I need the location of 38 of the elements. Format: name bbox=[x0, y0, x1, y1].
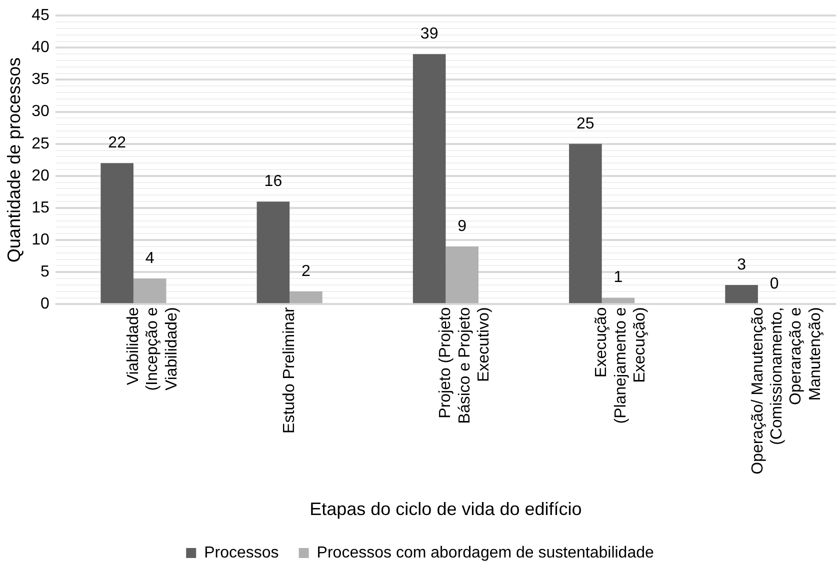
x-axis-title: Etapas do ciclo de vida do edifício bbox=[310, 499, 582, 520]
data-label: 25 bbox=[576, 115, 594, 132]
data-label: 2 bbox=[302, 262, 311, 280]
bar bbox=[290, 291, 322, 304]
bar bbox=[100, 163, 134, 304]
data-label: 0 bbox=[770, 276, 779, 293]
x-tick-label: Projeto (Projeto Básico e Projeto Executivo) bbox=[437, 307, 493, 424]
y-tick-label: 15 bbox=[32, 199, 50, 216]
y-tick-label: 30 bbox=[32, 103, 50, 120]
bar bbox=[446, 246, 478, 304]
bar bbox=[412, 54, 446, 304]
x-tick-label: Viabilidade (Incepção e Viabilidade) bbox=[124, 307, 180, 391]
legend-label: Processos com abordagem de sustentabilidade bbox=[316, 544, 654, 562]
y-tick-label: 35 bbox=[32, 71, 50, 88]
data-label: 4 bbox=[145, 250, 154, 267]
data-label: 22 bbox=[108, 134, 126, 152]
legend-label: Processos bbox=[204, 544, 279, 562]
y-tick-label: 45 bbox=[32, 7, 50, 24]
y-tick-label: 25 bbox=[32, 135, 50, 152]
y-axis-title: Quantidade de processos bbox=[4, 57, 24, 262]
y-tick-label: 40 bbox=[32, 39, 50, 56]
data-label: 39 bbox=[420, 25, 438, 42]
data-label: 1 bbox=[614, 269, 623, 286]
data-label: 3 bbox=[737, 256, 746, 274]
x-tick-label: Execução (Planejamento e Execução) bbox=[593, 307, 649, 424]
y-tick-label: 5 bbox=[40, 264, 50, 281]
bar bbox=[569, 144, 602, 304]
bar bbox=[256, 202, 290, 304]
x-tick-label: Operação/ Manutenção (Comissionamento, Operaração e Manutenção) bbox=[749, 307, 824, 474]
bar bbox=[602, 298, 635, 304]
bar bbox=[133, 278, 166, 304]
y-tick-label: 20 bbox=[32, 167, 50, 184]
y-tick-label: 10 bbox=[32, 231, 50, 248]
data-label: 9 bbox=[458, 218, 467, 235]
data-label: 16 bbox=[264, 172, 282, 190]
y-tick-label: 0 bbox=[40, 296, 50, 313]
x-tick-label: Estudo Preliminar bbox=[280, 306, 298, 434]
bar bbox=[725, 284, 758, 304]
